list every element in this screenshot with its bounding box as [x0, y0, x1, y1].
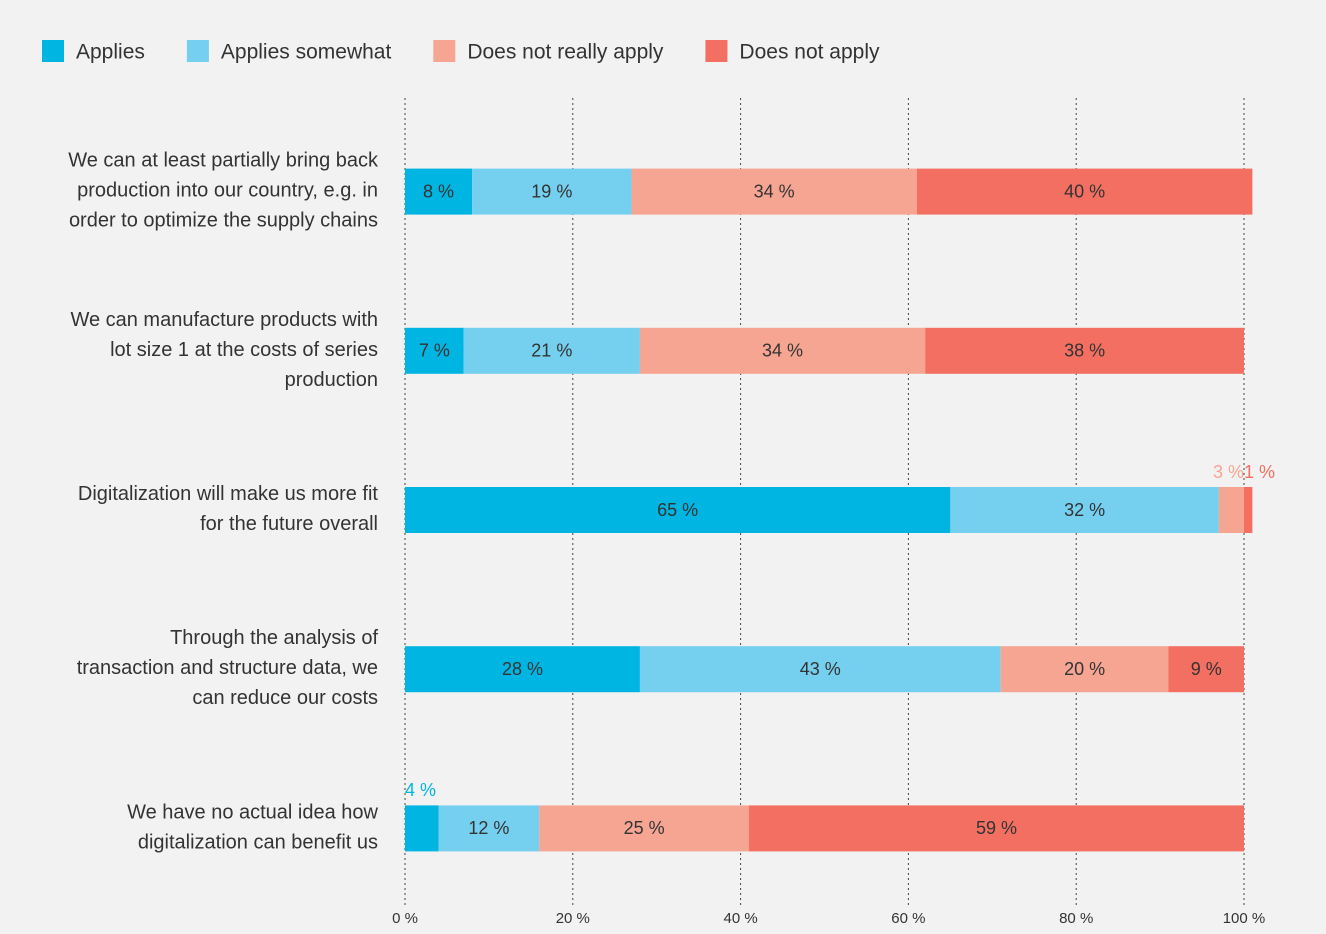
bar-segment — [748, 805, 1244, 852]
legend-label: Does not apply — [739, 41, 880, 64]
bar-segment — [631, 168, 917, 215]
value-label: 43 % — [800, 659, 841, 679]
legend-label: Applies — [76, 41, 145, 64]
bar-segment — [539, 805, 749, 852]
bar-segment — [405, 487, 951, 533]
value-label: 20 % — [1064, 659, 1105, 679]
category-label: We have no actual idea how digitalization… — [127, 802, 378, 854]
value-label: 65 % — [657, 500, 698, 520]
bar-segment — [405, 646, 640, 693]
value-label: 19 % — [531, 181, 572, 201]
bar-segment — [405, 327, 464, 374]
value-label: 1 % — [1244, 462, 1275, 482]
value-label: 40 % — [1064, 181, 1105, 201]
bar-segment — [405, 805, 439, 852]
legend-swatch — [186, 40, 209, 62]
value-label: 34 % — [754, 181, 795, 201]
x-tick-label: 20 % — [556, 910, 590, 927]
value-label: 9 % — [1191, 659, 1222, 679]
bar-segment — [1000, 646, 1169, 693]
legend-label: Applies somewhat — [221, 41, 392, 64]
x-tick-label: 100 % — [1223, 910, 1266, 927]
bar-segment — [1244, 487, 1253, 533]
bar-segment — [405, 168, 473, 215]
value-label: 34 % — [762, 341, 803, 361]
x-tick-label: 40 % — [723, 910, 757, 927]
bar-segment — [639, 646, 1001, 693]
value-label: 3 % — [1213, 462, 1244, 482]
value-label: 4 % — [405, 780, 436, 800]
category-label: Digitalization will make us more fit for … — [78, 483, 379, 535]
x-tick-label: 80 % — [1059, 910, 1093, 927]
category-label: We can manufacture products with lot size… — [70, 309, 378, 391]
x-tick-label: 60 % — [891, 910, 925, 927]
bar-segment — [950, 487, 1219, 533]
value-label: 28 % — [502, 659, 543, 679]
legend-swatch — [433, 40, 456, 62]
bar-segment — [463, 327, 640, 374]
value-label: 32 % — [1064, 500, 1105, 520]
bar-segment — [1218, 487, 1244, 533]
bar-segment — [438, 805, 540, 852]
x-tick-label: 0 % — [392, 910, 418, 927]
bar-segment — [472, 168, 632, 215]
legend-swatch — [42, 40, 64, 62]
legend-label: Does not really apply — [467, 41, 664, 64]
category-label: We can at least partially bring back prod… — [68, 150, 379, 232]
value-label: 59 % — [976, 818, 1017, 838]
bar-segment — [925, 327, 1244, 374]
value-label: 38 % — [1064, 341, 1105, 361]
value-label: 25 % — [624, 818, 665, 838]
category-label: Through the analysis of transaction and s… — [77, 627, 379, 709]
legend-swatch — [705, 40, 728, 62]
value-label: 8 % — [423, 181, 454, 201]
value-label: 7 % — [419, 341, 450, 361]
value-label: 12 % — [468, 818, 509, 838]
bar-segment — [916, 168, 1253, 215]
bar-segment — [639, 327, 926, 374]
bar-segment — [1168, 646, 1244, 693]
value-label: 21 % — [531, 341, 572, 361]
